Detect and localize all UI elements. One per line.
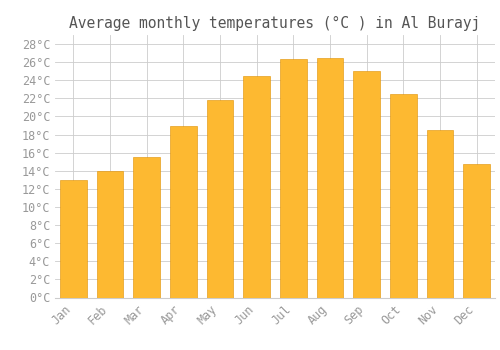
Title: Average monthly temperatures (°C ) in Al Burayj: Average monthly temperatures (°C ) in Al…: [70, 16, 480, 31]
Bar: [427, 130, 453, 298]
Bar: [60, 180, 86, 298]
Bar: [207, 100, 233, 298]
Bar: [317, 58, 343, 298]
Bar: [244, 76, 270, 298]
Bar: [354, 71, 380, 298]
Bar: [464, 164, 490, 298]
Bar: [280, 60, 306, 298]
Bar: [170, 126, 196, 298]
Bar: [97, 171, 123, 298]
Bar: [390, 94, 416, 298]
Bar: [134, 157, 160, 298]
